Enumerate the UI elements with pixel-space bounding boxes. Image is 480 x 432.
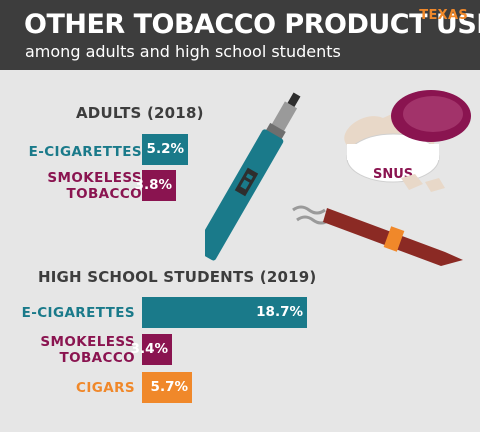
cigar-icon [292, 205, 463, 266]
adults-ecig-label: E-CIGARETTES [28, 144, 142, 160]
page-title: OTHER TOBACCO PRODUCT USE [24, 9, 480, 40]
adults-smokeless-bar: 3.8% [135, 170, 176, 201]
students-cigars-value: 5.7% [150, 379, 188, 395]
students-ecig-value: 18.7% [256, 304, 303, 320]
adults-smokeless-label: SMOKELESS TOBACCO [47, 170, 142, 202]
students-smokeless-label: SMOKELESS TOBACCO [40, 334, 135, 366]
adults-ecig-bar: 5.2% [142, 134, 188, 165]
adults-smokeless-value: 3.8% [134, 177, 172, 193]
state-label: TEXAS [419, 8, 468, 23]
page-subtitle: among adults and high school students [25, 42, 341, 61]
students-cigars-label: CIGARS [76, 380, 135, 396]
adults-section-title: ADULTS (2018) [76, 104, 204, 122]
tobacco-products-illustration: SNUS [205, 90, 471, 266]
students-ecig-label: E-CIGARETTES [21, 305, 135, 321]
students-smokeless-bar: 3.4% [131, 334, 172, 365]
header-banner: OTHER TOBACCO PRODUCT USE among adults a… [0, 0, 480, 70]
students-ecig-bar: 18.7% [142, 297, 307, 328]
e-cigarette-icon [205, 92, 301, 261]
students-smokeless-value: 3.4% [130, 341, 168, 357]
students-section-title: HIGH SCHOOL STUDENTS (2019) [38, 268, 317, 286]
adults-ecig-value: 5.2% [146, 141, 184, 157]
snus-tin-icon: SNUS [344, 90, 471, 192]
students-cigars-bar: 5.7% [142, 372, 192, 403]
